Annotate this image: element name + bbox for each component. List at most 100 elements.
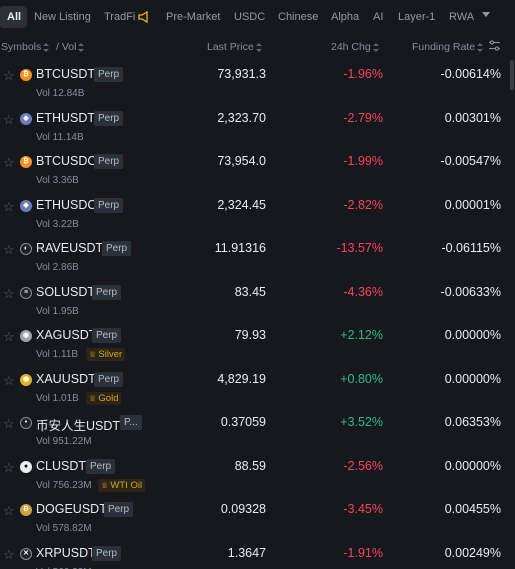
symbol-name[interactable]: XAUUSDT — [36, 371, 96, 386]
tab-ai[interactable]: AI — [373, 11, 384, 23]
silver-icon: ◉ — [20, 330, 32, 342]
last-price: 79.93 — [234, 328, 266, 342]
favorite-star-icon[interactable]: ☆ — [3, 546, 15, 562]
table-row[interactable]: ☆ ◐ RAVEUSDT Perp Vol 2.86B 11.91316 -13.57% -0… — [0, 237, 510, 280]
settings-sliders-icon[interactable] — [488, 39, 501, 55]
volume-text: Vol 560.33M — [36, 567, 92, 569]
24h-change: -2.79% — [343, 110, 383, 125]
tab-layer-1[interactable]: Layer-1 — [398, 11, 436, 23]
tab-pre-market[interactable]: Pre-Market — [166, 11, 221, 23]
funding-rate: 0.00000% — [444, 371, 501, 386]
binance-life-icon: • — [20, 417, 32, 429]
table-row[interactable]: ☆ ₿ BTCUSDC Perp Vol 3.36B 73,954.0 -1.99% -0.0… — [0, 150, 510, 193]
sort-icon — [43, 42, 50, 52]
table-row[interactable]: ☆ ≡ SOLUSDT Perp Vol 1.95B 83.45 -4.36% -0.0063… — [0, 281, 510, 324]
table-row[interactable]: ☆ ● CLUSDT Perp Vol 756.23M ♕ WTI Oil 88.59 -2.… — [0, 455, 510, 498]
table-row[interactable]: ☆ Ð DOGEUSDT Perp Vol 578.82M 0.09328 -3.45% 0.… — [0, 498, 510, 541]
perp-badge: Perp — [102, 241, 132, 256]
table-row[interactable]: ☆ ◆ ETHUSDC Perp Vol 3.22B 2,324.45 -2.82% 0.00… — [0, 194, 510, 237]
funding-rate: -0.00633% — [440, 284, 501, 299]
symbols-header[interactable]: Symbols — [1, 41, 50, 53]
symbol-name[interactable]: XRPUSDT — [36, 545, 96, 560]
table-row[interactable]: ☆ ₿ BTCUSDT Perp Vol 12.84B 73,931.3 -1.96% -0.… — [0, 63, 510, 106]
sort-icon — [78, 42, 85, 52]
tab-rwa[interactable]: RWA — [449, 11, 475, 23]
asset-tag: ♕ Gold — [86, 391, 122, 405]
symbol-name[interactable]: ETHUSDT — [36, 110, 96, 125]
last-price: 73,954.0 — [217, 154, 266, 168]
symbol-name[interactable]: BTCUSDT — [36, 67, 96, 81]
funding-rate: -0.06115% — [441, 241, 501, 255]
symbol-name[interactable]: CLUSDT — [36, 458, 87, 473]
table-row[interactable]: ☆ ◉ XAGUSDT Perp Vol 1.11B ♕ Silver 79.93 +2.12… — [0, 324, 510, 367]
favorite-star-icon[interactable]: ☆ — [3, 459, 15, 475]
favorite-star-icon[interactable]: ☆ — [3, 503, 15, 518]
favorite-star-icon[interactable]: ☆ — [3, 155, 15, 170]
category-tabs: All New Listing TradFi Pre-Market USDC C… — [0, 0, 515, 34]
favorite-star-icon[interactable]: ☆ — [3, 242, 15, 257]
favorite-star-icon[interactable]: ☆ — [3, 329, 15, 344]
symbol-name[interactable]: SOLUSDT — [36, 284, 96, 299]
24h-change: +2.12% — [340, 328, 383, 342]
favorite-star-icon[interactable]: ☆ — [3, 68, 15, 83]
24h-change: -1.99% — [343, 154, 383, 168]
perp-badge: Perp — [94, 154, 124, 169]
volume-text: Vol 11.14B — [36, 131, 84, 143]
24h-change: +3.52% — [340, 415, 383, 429]
symbol-name[interactable]: 币安人生USDT — [36, 419, 121, 433]
last-price: 2,323.70 — [217, 110, 266, 125]
more-tabs-chevron-icon[interactable] — [482, 12, 490, 17]
btc-icon: ₿ — [20, 156, 32, 168]
symbol-name[interactable]: ETHUSDC — [36, 197, 97, 212]
sort-icon — [477, 42, 484, 52]
table-row[interactable]: ☆ ◆ ETHUSDT Perp Vol 11.14B 2,323.70 -2.79% 0.0… — [0, 107, 510, 150]
sol-icon: ≡ — [20, 286, 32, 299]
last-price-header[interactable]: Last Price — [207, 41, 262, 53]
asset-tag-label: WTI Oil — [110, 479, 143, 491]
symbol-name[interactable]: XAGUSDT — [36, 328, 97, 342]
favorite-star-icon[interactable]: ☆ — [3, 111, 15, 127]
volume-text: Vol 1.01B — [36, 392, 79, 404]
symbol-name[interactable]: DOGEUSDT — [36, 502, 107, 516]
funding-rate: 0.00000% — [444, 458, 501, 473]
volume-text: Vol 2.86B — [36, 262, 79, 273]
tab-all[interactable]: All — [7, 11, 22, 23]
doge-icon: Ð — [20, 504, 32, 516]
symbol-name[interactable]: BTCUSDC — [36, 154, 97, 168]
perp-badge: P... — [120, 415, 142, 430]
tab-tradfi[interactable]: TradFi — [104, 11, 136, 23]
vol-header[interactable]: / Vol — [56, 41, 85, 53]
funding-rate: 0.00000% — [444, 328, 501, 342]
tab-new-listing[interactable]: New Listing — [34, 11, 91, 23]
tab-chinese[interactable]: Chinese — [278, 11, 319, 23]
favorite-star-icon[interactable]: ☆ — [3, 198, 15, 214]
24h-change: -13.57% — [336, 241, 383, 255]
sort-icon — [372, 42, 379, 52]
tab-alpha[interactable]: Alpha — [331, 11, 360, 23]
24h-change: -2.56% — [343, 458, 383, 473]
sort-icon — [255, 42, 262, 52]
favorite-star-icon[interactable]: ☆ — [3, 372, 15, 388]
funding-rate: -0.00614% — [440, 67, 501, 81]
scrollbar[interactable] — [510, 60, 514, 90]
last-price: 2,324.45 — [217, 197, 266, 212]
funding-rate-header[interactable]: Funding Rate — [412, 41, 484, 53]
perp-badge: Perp — [94, 110, 124, 126]
favorite-star-icon[interactable]: ☆ — [3, 416, 15, 431]
24h-change: -3.45% — [343, 502, 383, 516]
funding-rate: 0.00249% — [444, 545, 501, 560]
perp-badge: Perp — [94, 371, 124, 387]
funding-rate: 0.00001% — [444, 197, 501, 212]
symbol-name[interactable]: RAVEUSDT — [36, 241, 104, 255]
volume-text: Vol 756.23M — [36, 479, 92, 491]
volume-text: Vol 12.84B — [36, 88, 85, 99]
tab-usdc[interactable]: USDC — [234, 11, 266, 23]
24h-chg-header[interactable]: 24h Chg — [331, 41, 379, 53]
funding-rate: 0.00301% — [444, 110, 501, 125]
table-row[interactable]: ☆ ◉ XAUUSDT Perp Vol 1.01B ♕ Gold 4,829.19 +0.8… — [0, 368, 510, 411]
favorite-star-icon[interactable]: ☆ — [3, 285, 15, 301]
perp-badge: Perp — [94, 67, 124, 82]
table-row[interactable]: ☆ • 币安人生USDT P... Vol 951.22M 0.37059 +3.52% 0.… — [0, 411, 510, 454]
